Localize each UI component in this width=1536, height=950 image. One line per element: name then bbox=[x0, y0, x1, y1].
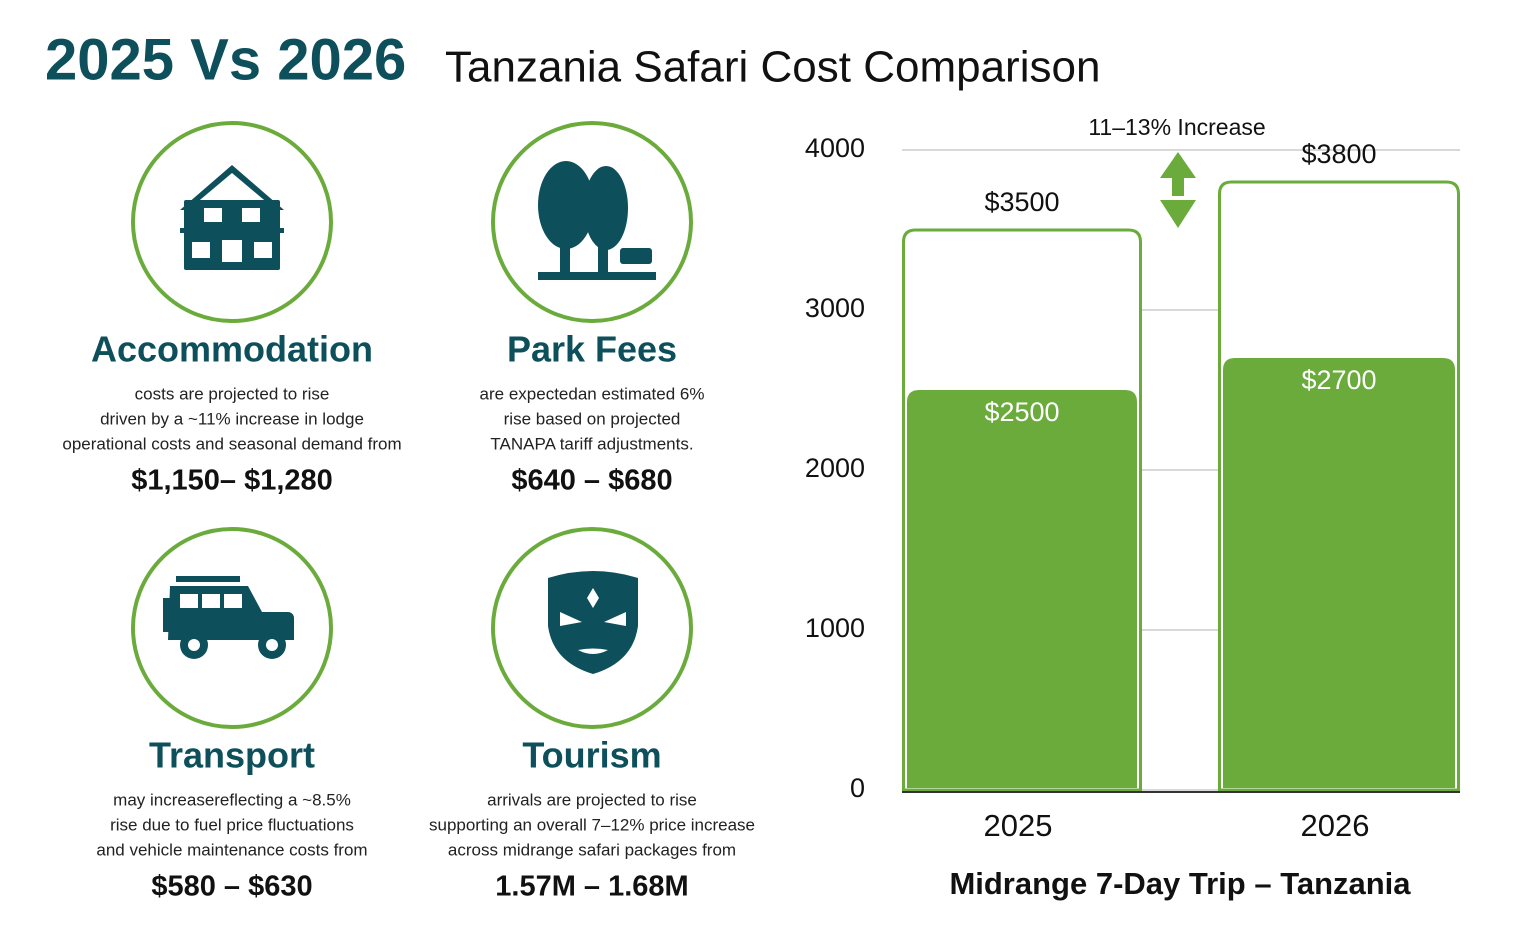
x-tick-label: 2026 bbox=[1301, 808, 1370, 843]
icon-circle bbox=[131, 121, 333, 323]
value-label: $3500 bbox=[984, 187, 1059, 217]
value-label: $3800 bbox=[1301, 139, 1376, 169]
bar bbox=[1223, 358, 1455, 788]
chart: 0 1000 2000 3000 4000 $3500 $3800 $2500 $2700 202… bbox=[805, 114, 1460, 901]
card-title: Tourism bbox=[522, 735, 661, 776]
y-tick-label: 1000 bbox=[805, 613, 865, 643]
y-tick-label: 4000 bbox=[805, 133, 865, 163]
card-text: rise due to fuel price fluctuations bbox=[110, 815, 354, 834]
card-text: rise based on projected bbox=[504, 409, 681, 428]
title: Tanzania Safari Cost Comparison bbox=[445, 43, 1100, 92]
card-title: Park Fees bbox=[507, 329, 677, 370]
icon-trees bbox=[538, 161, 656, 280]
card-title: Transport bbox=[149, 735, 315, 776]
x-axis-label: Midrange 7-Day Trip – Tanzania bbox=[949, 866, 1411, 901]
card-text: supporting an overall 7–12% price increa… bbox=[429, 815, 755, 834]
icon-circle bbox=[491, 121, 693, 323]
y-tick-label: 3000 bbox=[805, 293, 865, 323]
card-text: arrivals are projected to rise bbox=[487, 790, 697, 809]
card-text: operational costs and seasonal demand fr… bbox=[62, 434, 401, 453]
x-tick-label: 2025 bbox=[984, 808, 1053, 843]
card-range: $580 – $630 bbox=[151, 871, 312, 903]
icon-vehicle bbox=[163, 576, 294, 659]
card-text: may increasereflecting a ~8.5% bbox=[113, 790, 351, 809]
value-label: $2500 bbox=[984, 397, 1059, 427]
card-title: Accommodation bbox=[91, 329, 373, 370]
value-label: $2700 bbox=[1301, 365, 1376, 395]
card-text: TANAPA tariff adjustments. bbox=[490, 434, 693, 453]
card-text: driven by a ~11% increase in lodge bbox=[100, 409, 364, 428]
y-tick-label: 0 bbox=[850, 773, 865, 803]
icon-circle bbox=[491, 527, 693, 729]
card-range: $640 – $680 bbox=[511, 465, 672, 497]
card-range: 1.57M – 1.68M bbox=[495, 871, 688, 903]
icon-house bbox=[180, 165, 284, 270]
icon-mask bbox=[548, 571, 638, 674]
card-text: across midrange safari packages from bbox=[448, 840, 736, 859]
card-text: costs are projected to rise bbox=[135, 384, 330, 403]
card-range: $1,150– $1,280 bbox=[131, 465, 333, 497]
card-text: are expectedan estimated 6% bbox=[480, 384, 705, 403]
bar bbox=[907, 390, 1137, 788]
card-text: and vehicle maintenance costs from bbox=[96, 840, 367, 859]
annotation: 11–13% Increase bbox=[1088, 114, 1265, 140]
icon-circle bbox=[131, 527, 333, 729]
title-years: 2025 Vs 2026 bbox=[45, 27, 406, 92]
annotation-arrow bbox=[1160, 152, 1196, 228]
y-tick-label: 2000 bbox=[805, 453, 865, 483]
